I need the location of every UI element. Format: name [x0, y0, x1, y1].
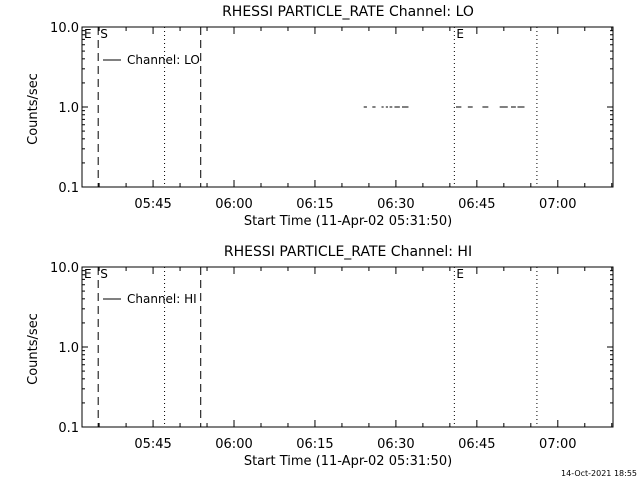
- chart-title: RHESSI PARTICLE_RATE Channel: LO: [222, 4, 474, 20]
- marker-lines: [97, 267, 538, 427]
- legend-label: Channel: HI: [127, 292, 197, 306]
- y-tick-label: 1.0: [58, 341, 79, 356]
- x-tick-label: 06:45: [458, 197, 495, 212]
- x-tick-label: 05:45: [134, 197, 171, 212]
- chart-title: RHESSI PARTICLE_RATE Channel: HI: [224, 244, 472, 260]
- axis-ticks: [82, 26, 613, 188]
- chart-panel-hi: RHESSI PARTICLE_RATE Channel: HI 10.0 1.0…: [26, 244, 614, 469]
- marker-label: S: [100, 267, 108, 281]
- axis-ticks: [82, 266, 613, 428]
- x-tick-label: 06:00: [215, 437, 252, 452]
- plot-frame: [81, 26, 614, 188]
- x-tick-label: 06:45: [458, 437, 495, 452]
- y-tick-labels: 10.0 1.0 0.1: [50, 261, 79, 436]
- x-tick-label: 06:15: [296, 437, 333, 452]
- y-axis-label: Counts/sec: [26, 313, 41, 385]
- marker-label: E: [456, 27, 464, 41]
- x-tick-label: 07:00: [539, 437, 576, 452]
- x-tick-label: 07:00: [539, 197, 576, 212]
- marker-label: E: [456, 267, 464, 281]
- y-tick-label: 0.1: [58, 421, 79, 436]
- x-axis-label: Start Time (11-Apr-02 05:31:50): [244, 454, 452, 469]
- y-tick-label: 0.1: [58, 181, 79, 196]
- x-tick-label: 05:45: [134, 437, 171, 452]
- x-tick-label: 06:30: [377, 437, 414, 452]
- marker-label: E: [84, 267, 92, 281]
- legend-label: Channel: LO: [127, 53, 200, 67]
- x-axis-label: Start Time (11-Apr-02 05:31:50): [244, 214, 452, 229]
- chart-panel-lo: RHESSI PARTICLE_RATE Channel: LO 10.0 1.0…: [26, 4, 614, 229]
- y-tick-label: 1.0: [58, 101, 79, 116]
- y-axis-label: Counts/sec: [26, 73, 41, 145]
- plot-frame: [81, 266, 614, 428]
- x-tick-label: 06:00: [215, 197, 252, 212]
- marker-label: S: [100, 27, 108, 41]
- y-tick-label: 10.0: [50, 21, 79, 36]
- x-tick-labels: 05:45 06:00 06:15 06:30 06:45 07:00: [134, 437, 576, 452]
- x-tick-labels: 05:45 06:00 06:15 06:30 06:45 07:00: [134, 197, 576, 212]
- y-tick-label: 10.0: [50, 261, 79, 276]
- footer-date: 14-Oct-2021 18:55: [561, 469, 637, 478]
- x-tick-label: 06:15: [296, 197, 333, 212]
- marker-label: E: [84, 27, 92, 41]
- marker-lines: [97, 27, 538, 187]
- x-tick-label: 06:30: [377, 197, 414, 212]
- y-tick-labels: 10.0 1.0 0.1: [50, 21, 79, 196]
